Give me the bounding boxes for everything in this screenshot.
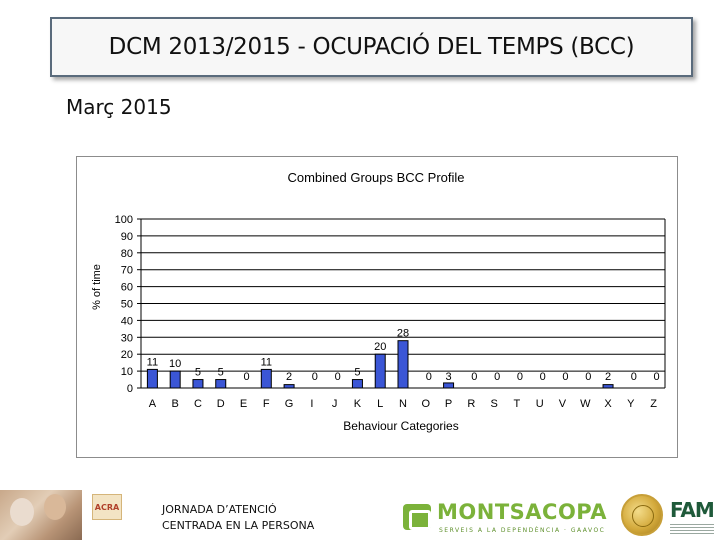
x-tick-label: G — [285, 398, 294, 410]
x-tick-label: N — [399, 398, 407, 410]
data-label: 11 — [261, 356, 272, 368]
x-tick-label: O — [422, 398, 431, 410]
data-label: 3 — [446, 371, 452, 383]
data-label: 0 — [654, 371, 660, 383]
x-tick-label: X — [604, 398, 612, 410]
data-label: 0 — [312, 371, 318, 383]
bar-series — [146, 340, 614, 389]
data-label: 11 — [147, 356, 158, 368]
data-label: 28 — [397, 328, 409, 340]
x-tick-label: J — [332, 398, 338, 410]
x-tick-label: F — [263, 398, 270, 410]
data-label: 0 — [517, 371, 523, 383]
x-tick-label: K — [354, 398, 362, 410]
x-tick-label: E — [240, 398, 247, 410]
y-tick-label: 40 — [121, 315, 133, 327]
bar — [351, 379, 363, 389]
data-label: 0 — [494, 371, 500, 383]
x-tick-label: S — [490, 398, 497, 410]
person-face — [44, 494, 66, 520]
data-label: 5 — [195, 367, 201, 379]
x-tick-label: T — [514, 398, 521, 410]
bar — [192, 379, 204, 389]
x-tick-label: B — [172, 398, 179, 410]
bar — [374, 353, 386, 389]
x-tick-label: R — [467, 398, 475, 410]
title-box: DCM 2013/2015 - OCUPACIÓ DEL TEMPS (BCC) — [50, 17, 693, 77]
bar — [602, 384, 614, 389]
y-tick-label: 80 — [121, 248, 133, 260]
acra-logo-text: ACRA — [94, 502, 120, 512]
page-subtitle: Març 2015 — [66, 95, 172, 119]
y-tick-label: 60 — [121, 282, 133, 294]
bar — [283, 384, 295, 389]
bar — [397, 340, 409, 389]
bar — [215, 379, 227, 389]
x-tick-label: L — [377, 398, 383, 410]
y-axis-label: % of time — [91, 264, 103, 310]
fam-logo: FAM — [668, 496, 716, 538]
x-tick-label: D — [217, 398, 225, 410]
event-line-2: CENTRADA EN LA PERSONA — [162, 519, 315, 532]
y-tick-label: 10 — [121, 366, 133, 378]
data-label: 0 — [335, 371, 341, 383]
data-label: 0 — [426, 371, 432, 383]
x-tick-label: P — [445, 398, 452, 410]
data-label: 0 — [243, 371, 249, 383]
event-line-1: JORNADA D’ATENCIÓ — [162, 503, 277, 516]
x-tick-label: U — [536, 398, 544, 410]
y-tick-labels: 0 10 20 30 40 50 60 70 80 90 100 — [115, 214, 133, 395]
bar — [443, 382, 455, 389]
bar — [146, 368, 158, 389]
x-tick-label: I — [310, 398, 313, 410]
data-label: 0 — [585, 371, 591, 383]
data-label: 0 — [562, 371, 568, 383]
footer: ACRA JORNADA D’ATENCIÓ CENTRADA EN LA PE… — [0, 490, 720, 540]
quality-seal-icon — [621, 494, 663, 536]
x-tick-label: Y — [627, 398, 635, 410]
x-axis-label: Behaviour Categories — [343, 419, 458, 433]
fam-logo-lines — [670, 524, 714, 534]
y-tick-label: 30 — [121, 332, 133, 344]
y-tick-label: 0 — [127, 383, 133, 395]
data-label: 5 — [354, 367, 360, 379]
data-label: 20 — [374, 341, 386, 353]
x-tick-label: V — [559, 398, 567, 410]
bar — [169, 370, 181, 389]
acra-logo: ACRA — [92, 494, 122, 520]
chart-title: Combined Groups BCC Profile — [287, 170, 464, 185]
data-label: 0 — [631, 371, 637, 383]
person-face — [10, 498, 34, 526]
data-label: 2 — [286, 371, 292, 383]
y-tick-label: 20 — [121, 349, 133, 361]
montsacopa-name: MONTSACOPA — [437, 500, 608, 524]
y-tick-label: 100 — [115, 214, 133, 226]
y-tick-label: 50 — [121, 299, 133, 311]
chart-frame: Combined Groups BCC Profile % of time Be… — [76, 156, 678, 458]
x-tick-label: A — [149, 398, 157, 410]
data-label: 2 — [605, 371, 611, 383]
x-tick-label: W — [580, 398, 591, 410]
page-title: DCM 2013/2015 - OCUPACIÓ DEL TEMPS (BCC) — [108, 34, 635, 60]
data-label: 0 — [471, 371, 477, 383]
x-tick-label: C — [194, 398, 202, 410]
x-tick-label: Z — [650, 398, 657, 410]
montsacopa-mark-icon — [403, 504, 431, 530]
footer-photo — [0, 490, 82, 540]
data-label: 0 — [540, 371, 546, 383]
montsacopa-logo: MONTSACOPA SERVEIS A LA DEPENDÈNCIA · GA… — [403, 500, 607, 536]
fam-logo-text: FAM — [670, 498, 715, 522]
data-label: 10 — [169, 358, 181, 370]
y-tick-label: 70 — [121, 265, 133, 277]
event-name: JORNADA D’ATENCIÓ CENTRADA EN LA PERSONA — [162, 502, 362, 534]
data-label: 5 — [218, 367, 224, 379]
montsacopa-tagline: SERVEIS A LA DEPENDÈNCIA · GAAVOC — [439, 527, 606, 534]
bar — [260, 368, 272, 389]
bcc-bar-chart: Combined Groups BCC Profile % of time Be… — [91, 170, 666, 433]
y-tick-label: 90 — [121, 231, 133, 243]
